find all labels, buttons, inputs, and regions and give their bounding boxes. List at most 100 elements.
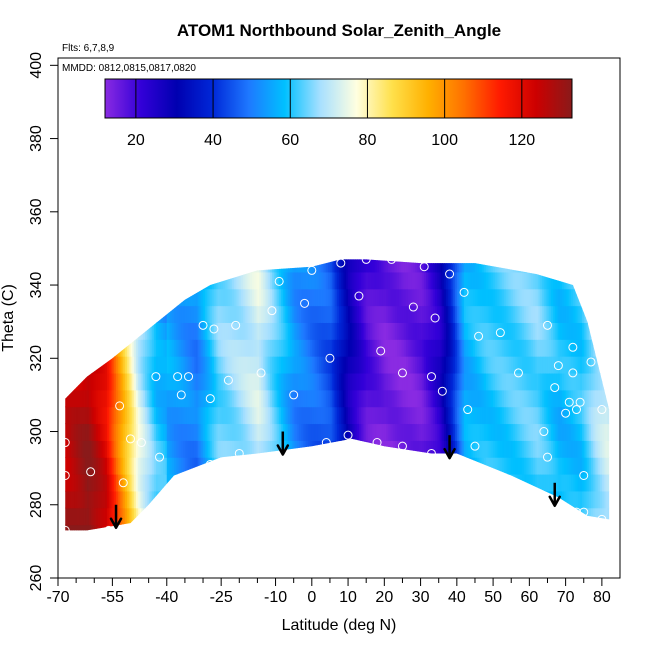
heatmap-cell — [286, 507, 289, 526]
heatmap-cell — [378, 372, 382, 391]
heatmap-cell — [351, 271, 355, 290]
heatmap-cell — [433, 440, 436, 458]
heatmap-cell — [262, 406, 266, 425]
flights-note: Flts: 6,7,8,9 — [62, 43, 115, 54]
heatmap-cell — [402, 259, 405, 273]
heatmap-cell — [166, 406, 170, 425]
heatmap-cell — [369, 259, 373, 273]
heatmap-cell — [554, 507, 558, 526]
heatmap-cell — [148, 372, 152, 391]
heatmap-cell — [284, 271, 288, 290]
heatmap-cell — [507, 288, 511, 307]
heatmap-cell — [375, 271, 378, 290]
heatmap-cell — [141, 440, 144, 458]
heatmap-cell — [201, 288, 204, 307]
heatmap-cell — [384, 524, 387, 531]
heatmap-cell — [125, 457, 128, 475]
heatmap-cell — [203, 474, 206, 492]
heatmap-cell — [542, 322, 545, 340]
heatmap-cell — [340, 423, 344, 441]
heatmap-cell — [319, 389, 322, 408]
heatmap-cell — [172, 322, 175, 340]
heatmap-cell — [232, 271, 235, 290]
heatmap-cell — [442, 423, 445, 441]
heatmap-cell — [368, 322, 371, 340]
heatmap-cell — [290, 356, 293, 374]
heatmap-cell — [150, 490, 153, 509]
heatmap-cell — [239, 322, 242, 340]
heatmap-cell — [190, 322, 193, 340]
heatmap-cell — [255, 356, 259, 374]
heatmap-cell — [224, 259, 228, 273]
heatmap-cell — [226, 457, 230, 475]
heatmap-cell — [315, 457, 318, 475]
heatmap-cell — [222, 507, 226, 526]
heatmap-cell — [554, 457, 558, 475]
heatmap-cell — [387, 356, 391, 374]
heatmap-cell — [429, 259, 433, 273]
heatmap-cell — [203, 406, 206, 425]
heatmap-cell — [67, 423, 70, 441]
heatmap-cell — [183, 507, 186, 526]
heatmap-cell — [224, 524, 228, 531]
heatmap-cell — [146, 259, 150, 273]
heatmap-cell — [491, 372, 494, 391]
heatmap-cell — [221, 356, 224, 374]
heatmap-cell — [380, 490, 384, 509]
heatmap-cell — [108, 339, 112, 357]
heatmap-cell — [538, 305, 541, 323]
heatmap-cell — [398, 305, 402, 323]
heatmap-cell — [518, 356, 521, 374]
heatmap-cell — [393, 238, 395, 255]
heatmap-cell — [366, 322, 369, 340]
heatmap-cell — [101, 490, 104, 509]
heatmap-cell — [172, 406, 175, 425]
heatmap-cell — [94, 259, 97, 273]
heatmap-cell — [398, 288, 402, 307]
heatmap-cell — [123, 288, 126, 307]
heatmap-cell — [431, 507, 434, 526]
heatmap-cell — [552, 474, 556, 492]
heatmap-cell — [482, 305, 485, 323]
heatmap-cell — [368, 457, 371, 475]
heatmap-cell — [489, 457, 492, 475]
heatmap-cell — [522, 423, 525, 441]
heatmap-cell — [349, 490, 353, 509]
heatmap-cell — [148, 305, 152, 323]
heatmap-cell — [264, 356, 268, 374]
heatmap-cell — [70, 322, 74, 340]
heatmap-cell — [359, 238, 361, 255]
heatmap-cell — [526, 238, 528, 255]
heatmap-cell — [155, 305, 159, 323]
heatmap-cell — [456, 356, 460, 374]
heatmap-cell — [288, 507, 291, 526]
heatmap-cell — [360, 288, 364, 307]
heatmap-cell — [242, 507, 246, 526]
heatmap-cell — [221, 288, 224, 307]
heatmap-cell — [299, 238, 301, 255]
heatmap-cell — [88, 524, 92, 531]
heatmap-cell — [97, 271, 101, 290]
heatmap-cell — [105, 440, 108, 458]
heatmap-cell — [494, 490, 498, 509]
heatmap-cell — [442, 372, 445, 391]
heatmap-cell — [476, 474, 480, 492]
heatmap-cell — [275, 322, 278, 340]
heatmap-cell — [480, 259, 483, 273]
heatmap-cell — [384, 305, 387, 323]
heatmap-cell — [268, 372, 271, 391]
heatmap-cell — [542, 507, 545, 526]
heatmap-cell — [297, 474, 300, 492]
heatmap-cell — [67, 288, 70, 307]
heatmap-cell — [329, 474, 333, 492]
heatmap-cell — [393, 389, 396, 408]
heatmap-cell — [83, 238, 85, 255]
heatmap-cell — [339, 271, 342, 290]
heatmap-cell — [473, 339, 476, 357]
heatmap-cell — [444, 356, 447, 374]
heatmap-cell — [455, 406, 458, 425]
heatmap-cell — [215, 305, 219, 323]
heatmap-cell — [154, 507, 157, 526]
heatmap-cell — [172, 238, 174, 255]
heatmap-cell — [295, 389, 298, 408]
